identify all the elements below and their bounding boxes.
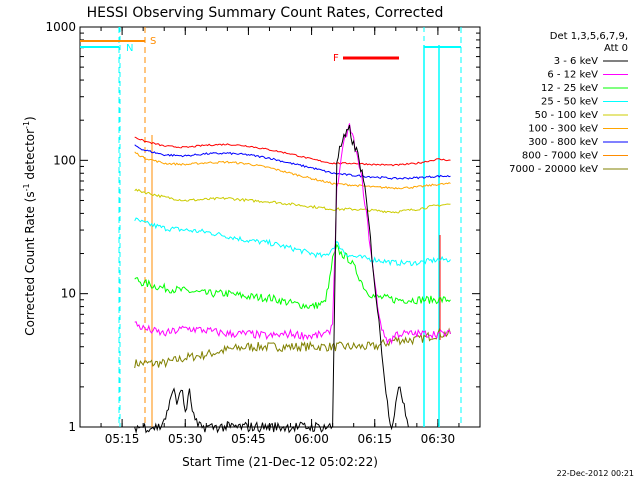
legend-entry-label: 6 - 12 keV — [547, 70, 598, 81]
series-line-red-top — [134, 136, 451, 167]
legend: Det 1,3,5,6,7,9,Att 0 3 - 6 keV 6 - 12 keV… — [509, 31, 628, 175]
x-tick-label: 05:45 — [231, 432, 266, 446]
legend-entry-label: 800 - 7000 keV — [522, 151, 598, 162]
series-line-0 — [134, 124, 409, 434]
footer-date: 22-Dec-2012 00:21 — [557, 469, 634, 478]
x-axis-label: Start Time (21-Dec-12 05:02:22) — [182, 455, 378, 469]
legend-entry-label: 100 - 300 keV — [528, 124, 598, 135]
series-line-5 — [134, 151, 451, 190]
series-line-4 — [134, 188, 451, 214]
legend-entry-label: 300 - 800 keV — [528, 137, 598, 148]
legend-entry-label: 50 - 100 keV — [535, 110, 599, 121]
legend-entry-label: 25 - 50 keV — [541, 97, 598, 108]
plot-frame — [79, 26, 481, 428]
annotation-n: N — [126, 43, 133, 54]
x-tick-label: 06:30 — [421, 432, 456, 446]
series-line-2 — [134, 243, 451, 310]
annotation-f: F — [333, 53, 339, 64]
series-line-1 — [134, 123, 451, 345]
marker-lines — [80, 27, 462, 427]
series-line-8 — [134, 327, 451, 369]
x-tick-label: 06:15 — [357, 432, 392, 446]
x-tick-label: 05:30 — [168, 432, 203, 446]
x-tick-label: 05:15 — [105, 432, 140, 446]
legend-header: Att 0 — [604, 43, 628, 54]
legend-entry-label: 7000 - 20000 keV — [509, 164, 598, 175]
series-line-3 — [134, 217, 451, 267]
chart-title: HESSI Observing Summary Count Rates, Cor… — [87, 5, 444, 21]
legend-header: Det 1,3,5,6,7,9, — [550, 31, 628, 42]
legend-entry-label: 12 - 25 keV — [541, 83, 598, 94]
x-tick-label: 06:00 — [294, 432, 329, 446]
y-tick-label: 10 — [61, 287, 76, 301]
legend-entry-label: 3 - 6 keV — [554, 56, 598, 67]
series-layer — [134, 123, 451, 434]
y-tick-label: 1 — [68, 420, 76, 434]
y-tick-label: 1000 — [45, 20, 76, 34]
series-line-6 — [134, 144, 451, 180]
y-axis-label: Corrected Count Rate (s-1 detector-1) — [22, 116, 37, 335]
annotations: N S F — [126, 36, 339, 64]
annotation-s: S — [150, 36, 156, 47]
y-tick-label: 100 — [53, 153, 76, 167]
